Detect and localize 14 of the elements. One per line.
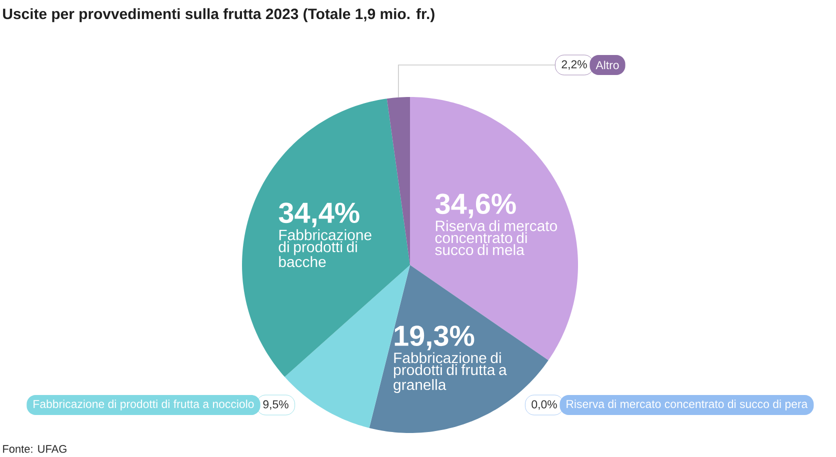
slice-label: Fabbricazione di prodotti di frutta a granella [394, 352, 507, 394]
slice-label: Riserva di mercato concentrato di succo di mela [435, 220, 557, 256]
chart-title: Uscite per provvedimenti sulla frutta 2023 (Totale 1,9 mio. fr.) [3, 8, 434, 22]
slice-label: Fabbricazione di prodotti di frutta a nocciolo [34, 400, 254, 410]
legend-label: Altro [596, 60, 619, 70]
slice-label: Fabbricazione di prodotti di bacche [278, 229, 372, 268]
source-note: Fonte: UFAG [3, 445, 66, 453]
data-label: 19,3% [394, 326, 474, 350]
data-label: 34,4% [278, 202, 360, 228]
data-label: 9,5% [263, 400, 288, 410]
text: 0,0% [532, 400, 557, 410]
data-label: 2,2% [562, 60, 587, 70]
legend-label: Riserva di mercato concentrato di succo di pera [566, 400, 808, 410]
data-label: 34,6% [435, 194, 516, 218]
